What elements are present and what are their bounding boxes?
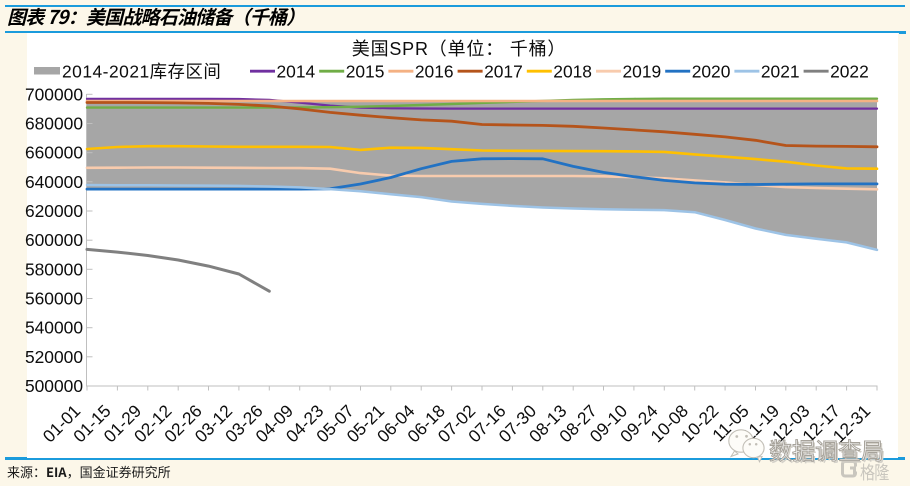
- svg-text:500000: 500000: [25, 376, 83, 396]
- svg-text:2021: 2021: [761, 62, 800, 82]
- svg-text:2020: 2020: [692, 62, 731, 82]
- svg-text:560000: 560000: [25, 289, 83, 309]
- svg-text:2014-2021库存区间: 2014-2021库存区间: [62, 62, 221, 82]
- svg-text:2017: 2017: [484, 62, 523, 82]
- svg-text:2022: 2022: [830, 62, 869, 82]
- svg-text:2018: 2018: [553, 62, 592, 82]
- svg-text:660000: 660000: [25, 143, 83, 163]
- svg-text:美国SPR（单位： 千桶）: 美国SPR（单位： 千桶）: [352, 39, 566, 59]
- svg-text:2016: 2016: [415, 62, 454, 82]
- svg-text:640000: 640000: [25, 172, 83, 192]
- svg-text:2019: 2019: [623, 62, 662, 82]
- svg-text:520000: 520000: [25, 347, 83, 367]
- svg-text:540000: 540000: [25, 318, 83, 338]
- svg-text:700000: 700000: [25, 84, 83, 104]
- svg-text:620000: 620000: [25, 201, 83, 221]
- svg-text:580000: 580000: [25, 259, 83, 279]
- svg-text:2015: 2015: [346, 62, 385, 82]
- svg-text:680000: 680000: [25, 114, 83, 134]
- svg-text:600000: 600000: [25, 230, 83, 250]
- svg-text:2014: 2014: [277, 62, 316, 82]
